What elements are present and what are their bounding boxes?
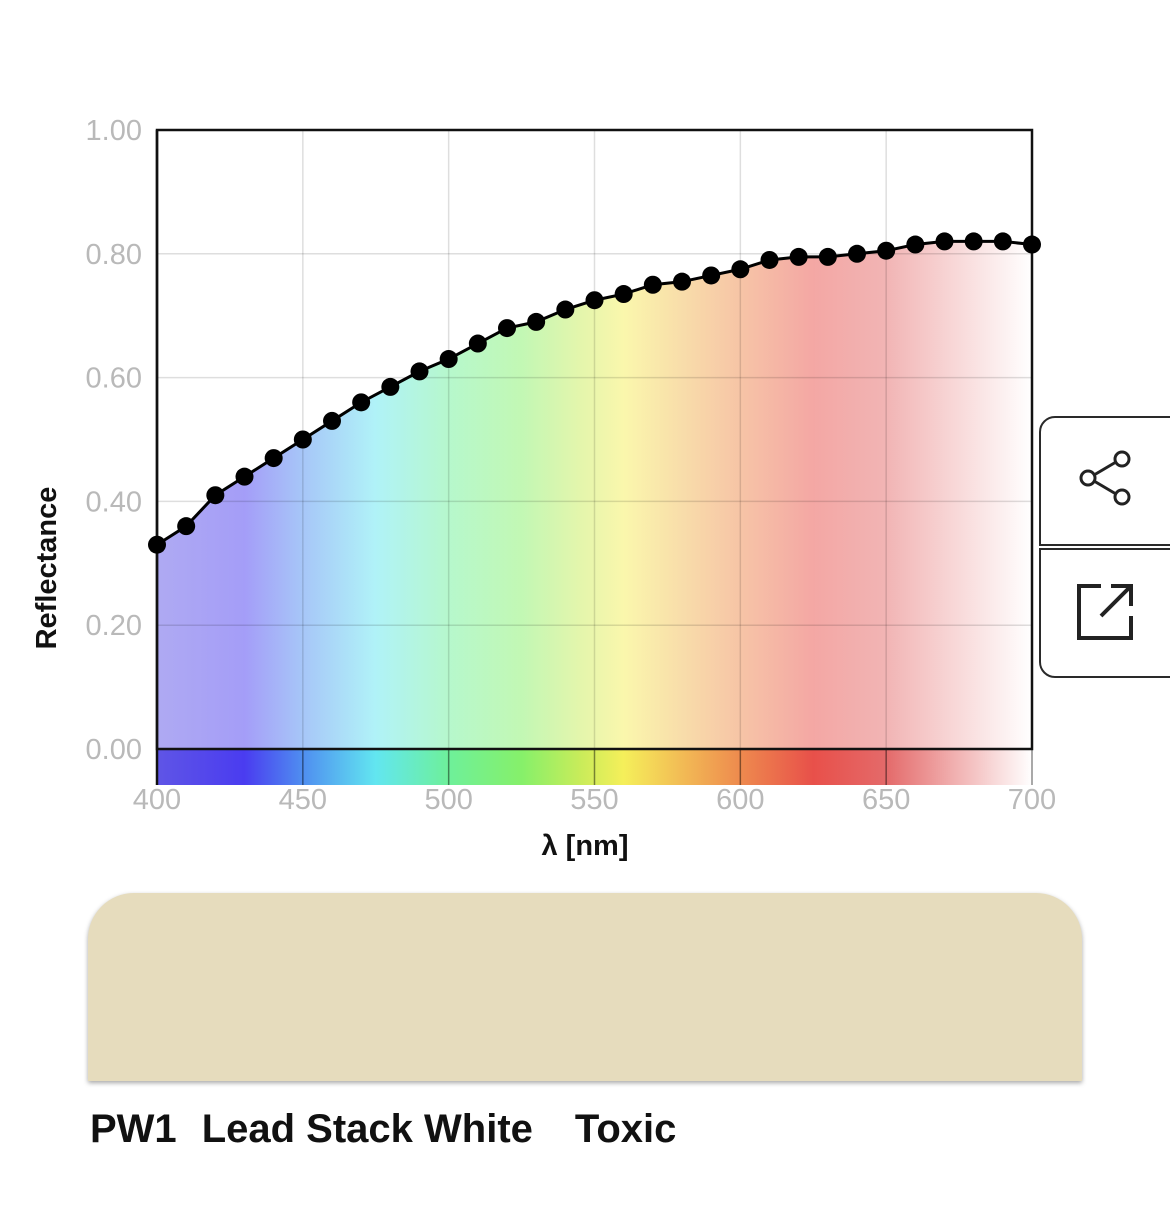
data-point xyxy=(148,535,166,554)
share-button[interactable] xyxy=(1039,416,1170,546)
y-tick-label: 1.00 xyxy=(86,115,142,147)
x-tick-label: 600 xyxy=(716,784,764,816)
y-tick-label: 0.00 xyxy=(86,734,142,766)
y-tick-label: 0.40 xyxy=(86,486,142,518)
data-point xyxy=(877,241,896,260)
data-point xyxy=(410,362,429,381)
x-tick-label: 650 xyxy=(862,784,910,816)
data-point xyxy=(439,350,458,369)
data-point xyxy=(614,285,633,304)
x-tick-label: 700 xyxy=(1008,784,1056,816)
data-point xyxy=(760,250,779,269)
data-point xyxy=(848,244,866,263)
export-button[interactable] xyxy=(1039,548,1170,678)
spectrum-band xyxy=(157,749,1032,785)
data-point xyxy=(643,275,662,294)
data-point xyxy=(498,319,516,338)
data-point xyxy=(527,312,546,331)
y-tick-label: 0.60 xyxy=(86,363,142,395)
data-point xyxy=(235,467,254,486)
x-tick-label: 450 xyxy=(279,784,327,816)
data-point xyxy=(1023,235,1041,254)
pigment-code: PW1 xyxy=(90,1106,177,1151)
data-point xyxy=(293,430,312,449)
data-point xyxy=(381,377,400,396)
data-point xyxy=(935,232,954,251)
data-point xyxy=(177,517,196,536)
toxicity-label: Toxic xyxy=(574,1106,677,1151)
y-axis-title: Reflectance xyxy=(31,487,63,650)
reflectance-chart: 400 450 500 550 600 650 700 0.00 0.20 0.40 0.60 0.8… xyxy=(31,115,1056,862)
y-tick-label: 0.80 xyxy=(86,239,142,271)
data-point xyxy=(673,272,691,291)
data-point xyxy=(818,247,837,266)
x-tick-label: 550 xyxy=(570,784,618,816)
data-point xyxy=(702,266,721,285)
data-point xyxy=(323,411,341,430)
x-axis-title: λ [nm] xyxy=(542,830,629,862)
share-icon xyxy=(1078,449,1134,514)
x-tick-label: 500 xyxy=(424,784,472,816)
color-swatch xyxy=(88,893,1082,1081)
data-point xyxy=(468,334,487,353)
data-point xyxy=(993,232,1012,251)
pigment-name: Lead Stack White xyxy=(201,1106,533,1151)
data-point xyxy=(206,486,225,505)
data-point xyxy=(556,300,575,319)
data-point xyxy=(789,247,808,266)
data-point xyxy=(964,232,983,251)
data-point xyxy=(264,449,283,468)
x-tick-label: 400 xyxy=(133,784,181,816)
data-point xyxy=(352,393,371,412)
data-point xyxy=(906,235,925,254)
area-fill xyxy=(157,241,1032,750)
y-tick-label: 0.20 xyxy=(86,610,142,642)
data-point xyxy=(731,260,750,279)
data-point xyxy=(585,291,604,310)
pigment-info: PW1 Lead Stack White Toxic xyxy=(90,1103,676,1155)
external-link-icon xyxy=(1075,580,1137,647)
